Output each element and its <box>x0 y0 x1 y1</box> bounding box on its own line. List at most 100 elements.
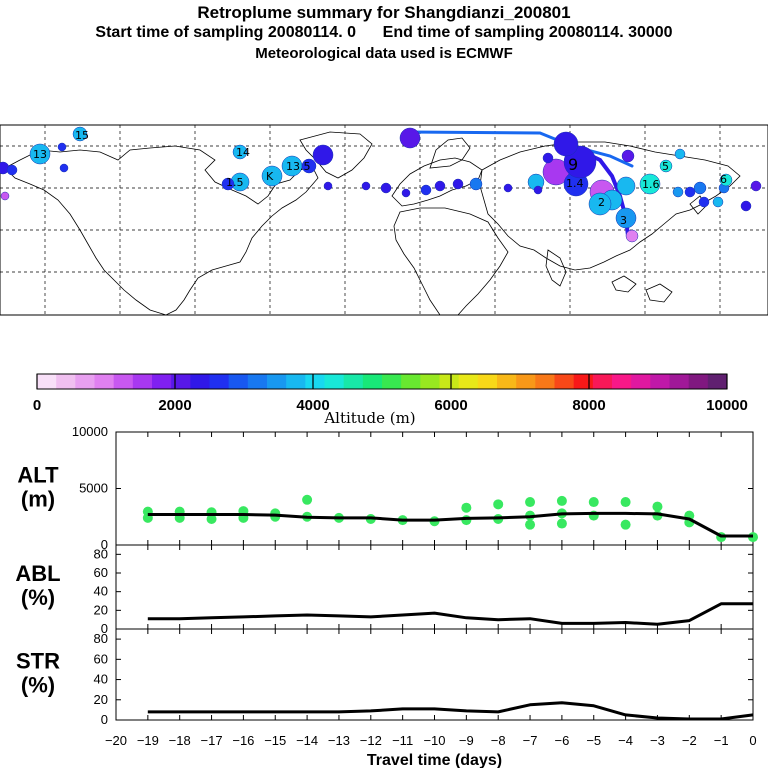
colorbar-swatch <box>324 374 345 389</box>
plume-label: 14 <box>236 146 250 159</box>
colorbar-swatch <box>362 374 383 389</box>
plume-dot <box>301 158 317 174</box>
plume-dot <box>399 127 421 149</box>
plume-dot <box>693 181 707 195</box>
plume-dot <box>615 207 637 229</box>
colorbar-swatch <box>382 374 402 389</box>
panel-abl: 80 60 40 20 0 ABL(%) <box>15 544 754 636</box>
colorbar-swatch <box>113 374 134 389</box>
plume-dot <box>452 178 464 190</box>
plume-dot <box>232 144 248 160</box>
x-tick-label: −3 <box>650 733 665 748</box>
plume-dot <box>312 144 334 166</box>
plume-dot <box>434 180 446 192</box>
colorbar-swatch <box>190 374 210 389</box>
colorbar-swatch <box>707 374 728 389</box>
map-frame <box>0 124 768 316</box>
colorbar-ticks: 0 2000 4000 6000 8000 10000 <box>33 374 748 414</box>
coastlines <box>4 131 741 316</box>
map-graticule <box>0 125 768 315</box>
sampling-start: Start time of sampling 20080114. 0 <box>95 24 356 41</box>
colorbar-swatch <box>420 374 440 389</box>
plume-dot <box>380 182 392 194</box>
x-tick-label: −16 <box>232 733 254 748</box>
sampling-times: Start time of sampling 20080114. 0 End t… <box>0 24 768 42</box>
colorbar-swatch <box>209 374 230 389</box>
x-tick-label: −13 <box>328 733 350 748</box>
colorbar-swatch <box>669 374 690 389</box>
colorbar-tick-label: 4000 <box>296 397 329 414</box>
alt-scatter-point <box>556 518 567 529</box>
alt-scatter-point <box>620 497 631 508</box>
plume-label: 9 <box>568 155 578 174</box>
x-tick-label: −8 <box>491 733 506 748</box>
plume-label: 1.4 <box>566 177 584 190</box>
x-tick-label: −1 <box>714 733 729 748</box>
panel-ylabel-unit: (%) <box>21 673 55 698</box>
plume-label: 3 <box>620 214 627 227</box>
chart-title: Retroplume summary for Shangdianzi_20080… <box>197 3 571 22</box>
plume-dot <box>57 142 67 152</box>
plume-dot <box>621 149 635 163</box>
plume-label: 1.5 <box>226 176 244 189</box>
colorbar-swatch <box>516 374 536 389</box>
plume-dot <box>361 181 371 191</box>
colorbar-swatch <box>171 374 191 389</box>
colorbar-swatch <box>132 374 153 389</box>
panel-ylabel-name: STR <box>16 649 60 674</box>
colorbar-swatch <box>94 374 115 389</box>
plume-dot <box>625 229 639 243</box>
colorbar-swatch <box>286 374 306 389</box>
x-tick-label: −15 <box>264 733 286 748</box>
sampling-end: End time of sampling 20080114. 30000 <box>382 24 673 41</box>
plume-label: 2 <box>598 196 605 209</box>
colorbar-tick-label: 10000 <box>706 397 748 414</box>
plume-label: 15 <box>75 129 89 142</box>
plume-dot <box>639 173 661 195</box>
plume-dot <box>672 186 684 198</box>
colorbar-label: Altitude (m) <box>323 409 415 427</box>
x-tick-label: −17 <box>201 733 223 748</box>
plume-labels: 15 13 14 13.5 K 1.5 5 6 1.6 9 3 2 1.4 <box>33 129 727 227</box>
meteo-source: Meteorological data used is ECMWF <box>255 45 513 62</box>
series-line <box>147 602 753 626</box>
plume-dot <box>59 163 69 173</box>
alt-scatter-point <box>652 501 663 512</box>
alt-scatter-point <box>525 497 536 508</box>
y-tick-label: 0 <box>101 712 108 727</box>
x-tick-label: −19 <box>137 733 159 748</box>
x-tick-label: −18 <box>169 733 191 748</box>
y-tick-label: 40 <box>94 672 108 687</box>
plume-dot <box>221 177 235 191</box>
alt-scatter-point <box>461 502 472 513</box>
colorbar-swatch <box>228 374 249 389</box>
colorbar-swatch <box>267 374 287 389</box>
colorbar-swatches <box>37 374 728 389</box>
alt-scatter-point <box>620 519 631 530</box>
colorbar-swatch <box>497 374 517 389</box>
y-tick-label: 20 <box>94 692 108 707</box>
series-line <box>147 511 753 538</box>
y-tick-label: 40 <box>94 584 108 599</box>
alt-scatter-point <box>206 514 217 525</box>
plume-dot <box>261 165 283 187</box>
alt-scatter-point <box>461 515 472 526</box>
alt-scatter-point <box>588 497 599 508</box>
plume-label: 1.6 <box>642 178 660 191</box>
panel-ylabel-unit: (m) <box>21 487 55 512</box>
panel-ylabel-name: ALT <box>17 463 59 488</box>
alt-scatter-point <box>302 494 313 505</box>
plume-dot <box>0 191 10 201</box>
colorbar: 0 2000 4000 6000 8000 10000 Altitude (m) <box>33 373 748 427</box>
colorbar-tick-label: 8000 <box>572 397 605 414</box>
plume-dot <box>616 176 636 196</box>
plume-dot <box>719 173 733 187</box>
x-tick-label: −10 <box>423 733 445 748</box>
colorbar-swatch <box>56 374 76 389</box>
plume-dot <box>323 181 333 191</box>
plume-dot <box>712 196 724 208</box>
alt-scatter-point <box>525 519 536 530</box>
plume-dot <box>553 131 579 157</box>
plume-dot <box>684 186 696 198</box>
